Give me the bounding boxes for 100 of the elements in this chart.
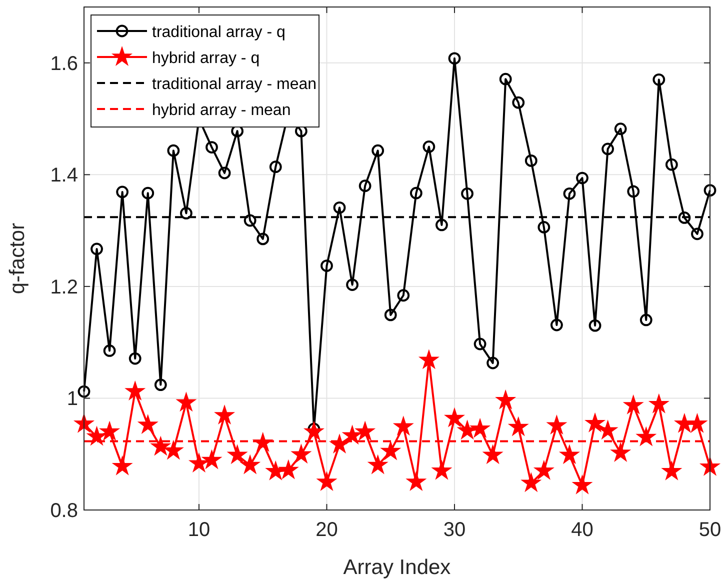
- point: [474, 338, 486, 350]
- point: [292, 444, 311, 463]
- point: [550, 318, 563, 332]
- point: [499, 72, 512, 86]
- point: [611, 443, 630, 462]
- point: [486, 356, 500, 370]
- legend-label: hybrid array - mean: [152, 102, 291, 119]
- point: [384, 308, 397, 322]
- point: [410, 186, 422, 200]
- point: [563, 187, 576, 200]
- y-tick-label: 1: [66, 388, 78, 410]
- legend-label: traditional array - q: [152, 24, 286, 41]
- point: [167, 144, 180, 157]
- point: [560, 445, 579, 464]
- point: [588, 319, 602, 332]
- point: [700, 457, 720, 476]
- point: [317, 472, 336, 490]
- legend-label: hybrid array - q: [152, 50, 260, 67]
- point: [333, 201, 346, 214]
- y-tick-label: 1.6: [50, 52, 78, 75]
- point: [240, 455, 260, 474]
- point: [228, 445, 247, 464]
- y-tick-label: 0.8: [50, 500, 78, 522]
- point: [112, 456, 132, 475]
- point: [538, 221, 550, 234]
- x-tick-label: 50: [698, 519, 722, 541]
- point: [256, 232, 270, 246]
- point: [522, 473, 541, 492]
- x-tick-label: 20: [316, 519, 338, 541]
- point: [586, 413, 604, 432]
- point: [691, 228, 704, 240]
- point: [422, 140, 436, 153]
- point: [419, 350, 438, 368]
- point: [126, 382, 145, 400]
- point: [78, 385, 90, 398]
- point: [640, 314, 652, 326]
- point: [381, 441, 400, 460]
- point: [534, 460, 554, 480]
- x-tick-label: 40: [571, 519, 594, 541]
- point: [704, 184, 716, 197]
- point: [358, 180, 372, 192]
- point: [576, 172, 588, 184]
- point: [445, 408, 464, 426]
- point: [74, 414, 94, 432]
- point: [547, 416, 566, 434]
- point: [508, 417, 528, 436]
- y-tick-label: 1.4: [50, 164, 78, 187]
- point: [342, 426, 362, 444]
- point: [244, 214, 256, 227]
- point: [512, 96, 525, 109]
- point: [154, 378, 167, 391]
- point: [572, 475, 592, 494]
- point: [103, 344, 116, 357]
- point: [100, 422, 120, 440]
- point: [180, 207, 192, 220]
- point: [206, 141, 218, 154]
- point: [397, 289, 410, 302]
- point: [652, 73, 666, 86]
- point: [372, 144, 384, 157]
- point: [598, 420, 618, 439]
- point: [649, 394, 668, 413]
- point: [138, 415, 158, 434]
- point: [269, 160, 282, 174]
- point: [636, 427, 656, 446]
- x-tick-label: 10: [188, 519, 210, 541]
- point: [90, 242, 103, 256]
- point: [320, 260, 333, 272]
- point: [330, 434, 349, 453]
- point: [346, 278, 358, 291]
- y-tick-label: 1.2: [50, 276, 78, 298]
- point: [524, 154, 538, 167]
- point: [304, 422, 324, 440]
- x-tick-label: 30: [443, 519, 466, 541]
- legend-label: traditional array - mean: [152, 76, 317, 93]
- point: [678, 212, 691, 224]
- point: [614, 122, 627, 136]
- point: [432, 460, 452, 480]
- point: [627, 185, 640, 198]
- point: [662, 462, 682, 480]
- point: [448, 52, 461, 65]
- point: [665, 158, 678, 171]
- point: [602, 142, 614, 156]
- x-axis-title: Array Index: [343, 556, 452, 579]
- point: [624, 396, 643, 414]
- point: [253, 432, 272, 452]
- point: [461, 187, 474, 200]
- point: [87, 426, 106, 445]
- point: [142, 186, 154, 200]
- point: [368, 455, 388, 474]
- point: [116, 186, 129, 198]
- point: [278, 460, 298, 478]
- point: [202, 450, 222, 468]
- point: [176, 392, 196, 411]
- point: [470, 419, 490, 438]
- point: [164, 440, 183, 459]
- point: [436, 218, 448, 232]
- point: [215, 406, 234, 424]
- point: [483, 445, 502, 464]
- point: [406, 472, 426, 490]
- point: [394, 416, 413, 435]
